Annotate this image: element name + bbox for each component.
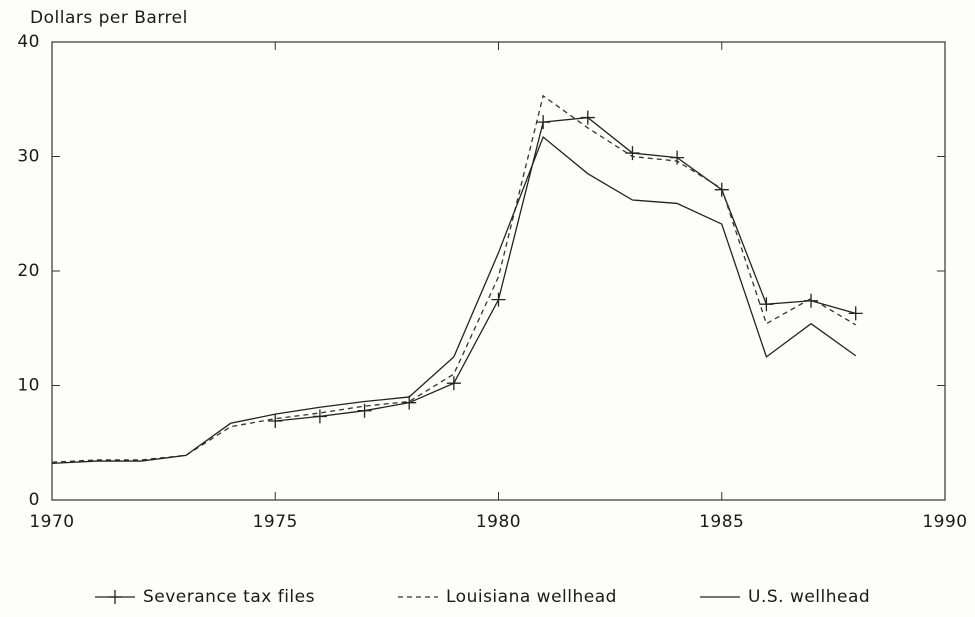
y-axis-label: Dollars per Barrel: [30, 8, 188, 28]
marker: [759, 297, 774, 312]
marker: [670, 150, 685, 165]
series-line: [51, 94, 857, 463]
y-tick-label: 10: [17, 376, 40, 396]
plot-frame: [51, 41, 946, 501]
marker: [491, 292, 506, 307]
series-line: [51, 135, 857, 465]
y-tick-label: 0: [29, 490, 40, 510]
marker: [536, 115, 551, 130]
marker: [268, 413, 283, 428]
legend-label: U.S. wellhead: [748, 587, 870, 607]
marker: [848, 306, 863, 321]
marker: [357, 403, 372, 418]
marker: [580, 110, 595, 125]
marker: [108, 590, 122, 604]
y-tick-label: 30: [17, 147, 40, 167]
legend-label: Louisiana wellhead: [446, 587, 617, 607]
x-tick-label: 1980: [476, 512, 521, 532]
x-tick-label: 1970: [29, 512, 74, 532]
legend-label: Severance tax files: [143, 587, 315, 607]
x-tick-label: 1985: [699, 512, 744, 532]
x-tick-label: 1990: [922, 512, 967, 532]
y-tick-label: 40: [17, 32, 40, 52]
marker: [402, 395, 417, 410]
series-line: [275, 116, 856, 422]
marker: [312, 409, 327, 424]
y-tick-label: 20: [17, 261, 40, 281]
marker: [625, 146, 640, 161]
marker: [446, 376, 461, 391]
x-tick-label: 1975: [253, 512, 298, 532]
